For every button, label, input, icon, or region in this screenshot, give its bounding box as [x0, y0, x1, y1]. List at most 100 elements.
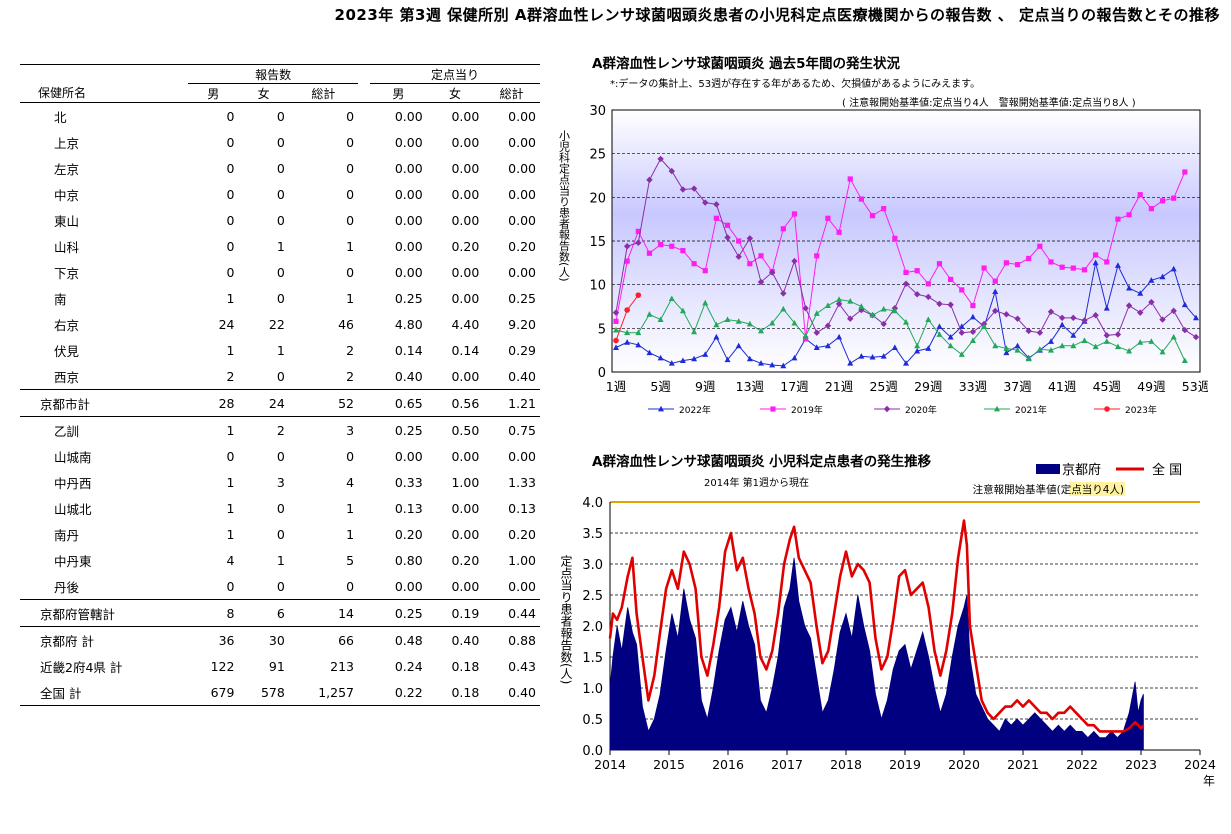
x-tick-label: 21週	[825, 379, 854, 394]
cell-value: 0.75	[508, 422, 536, 438]
x-tick-label: 49週	[1137, 379, 1166, 394]
data-point	[1170, 265, 1177, 272]
cell-value: 0	[276, 160, 285, 176]
data-point	[836, 333, 843, 340]
data-point	[702, 299, 709, 306]
data-point	[1070, 342, 1077, 349]
data-point	[1014, 342, 1021, 349]
y-tick-label: 3.0	[582, 558, 603, 573]
cell-value: 1	[276, 342, 285, 358]
cell-value: 0.13	[394, 500, 423, 516]
data-point	[668, 295, 675, 302]
cell-value: 0.00	[394, 264, 423, 280]
data-point	[847, 360, 854, 366]
data-point	[1148, 338, 1155, 344]
cell-value: 0.50	[451, 422, 480, 438]
data-point	[824, 322, 832, 329]
data-point	[1070, 265, 1076, 271]
table-row: 丹後 0 0 0 0.00 0.00 0.00	[20, 573, 540, 600]
data-point	[1159, 316, 1166, 323]
x-tick-label: 2022	[1066, 757, 1098, 772]
data-point	[969, 337, 976, 343]
data-point	[735, 318, 742, 324]
cell-value: 30	[268, 632, 285, 648]
y-tick-label: 0.5	[582, 713, 603, 728]
data-point	[613, 344, 619, 350]
data-point	[947, 301, 954, 308]
data-point	[836, 229, 842, 235]
cell-value: 0.18	[451, 658, 480, 674]
data-point	[1103, 338, 1110, 344]
column-header: 女	[448, 86, 461, 101]
column-header: 女	[257, 86, 270, 101]
table-row: 東山 0 0 0 0.00 0.00 0.00	[20, 207, 540, 233]
cell-value: 0.00	[451, 108, 480, 124]
cell-value: 0.40	[451, 632, 480, 648]
legend-label: 2023年	[1125, 404, 1157, 416]
data-point	[646, 311, 653, 317]
data-point	[1126, 284, 1133, 291]
data-point	[1181, 326, 1189, 334]
cell-value: 0	[346, 160, 355, 176]
cell-value: 2	[226, 368, 235, 384]
data-point	[702, 268, 708, 274]
data-point	[847, 298, 854, 304]
data-point	[914, 347, 921, 354]
y-tick-label: 5	[598, 322, 606, 337]
data-point	[936, 261, 943, 267]
x-tick-label: 17週	[780, 379, 809, 394]
data-point	[891, 307, 898, 314]
cell-value: 9.20	[508, 316, 536, 332]
x-tick-label: 2020	[948, 757, 980, 772]
y-tick-label: 20	[589, 191, 606, 206]
data-point	[1171, 195, 1177, 201]
cell-value: 0.25	[508, 290, 536, 306]
x-tick-label: 2019	[889, 757, 921, 772]
cell-value: 0.00	[451, 526, 480, 542]
cell-value: 24	[218, 316, 235, 332]
cell-value: 0.00	[451, 160, 480, 176]
data-point	[835, 300, 843, 308]
cell-value: 1	[276, 552, 285, 568]
data-point	[1192, 333, 1200, 341]
column-header-name: 保健所名	[38, 86, 87, 101]
data-point	[936, 331, 943, 337]
row-name: 下京	[54, 265, 80, 281]
x-tick-label: 2023	[1125, 757, 1157, 772]
cell-value: 24	[268, 395, 285, 411]
data-point	[992, 288, 999, 295]
data-point	[1137, 290, 1144, 296]
row-name: 南丹	[54, 527, 80, 543]
x-tick-label: 25週	[869, 379, 898, 394]
row-name: 山城南	[54, 449, 92, 465]
data-point	[880, 305, 887, 312]
x-axis-unit: 年	[1203, 774, 1215, 788]
cell-value: 0.00	[508, 448, 536, 464]
cell-value: 0	[346, 578, 355, 594]
data-point	[668, 360, 675, 366]
data-point	[847, 176, 853, 182]
data-point	[635, 292, 642, 298]
cell-value: 0.20	[451, 238, 480, 254]
data-point	[1047, 308, 1055, 315]
cell-value: 1	[276, 238, 285, 254]
table-row: 乙訓 1 2 3 0.25 0.50 0.75	[20, 416, 540, 444]
cell-value: 5	[346, 552, 355, 568]
data-point	[947, 333, 954, 340]
cell-value: 0.00	[394, 238, 423, 254]
cell-value: 2	[346, 342, 355, 358]
chart1-threshold-note: ( 注意報開始基準値:定点当り4人 警報開始基準値:定点当り8人 )	[842, 98, 1136, 109]
cell-value: 679	[210, 684, 235, 700]
cell-value: 52	[338, 395, 355, 411]
table-row: 南丹 1 0 1 0.20 0.00 0.20	[20, 521, 540, 547]
data-point	[746, 320, 753, 327]
legend-label: 2021年	[1015, 404, 1047, 416]
legend-label: 2022年	[679, 404, 711, 416]
data-point	[713, 333, 720, 340]
data-point	[791, 257, 798, 265]
data-point	[1037, 243, 1043, 249]
cell-value: 0.00	[451, 368, 480, 384]
x-tick-label: 1週	[606, 379, 627, 394]
row-name: 右京	[54, 317, 80, 333]
data-point	[1003, 260, 1009, 266]
